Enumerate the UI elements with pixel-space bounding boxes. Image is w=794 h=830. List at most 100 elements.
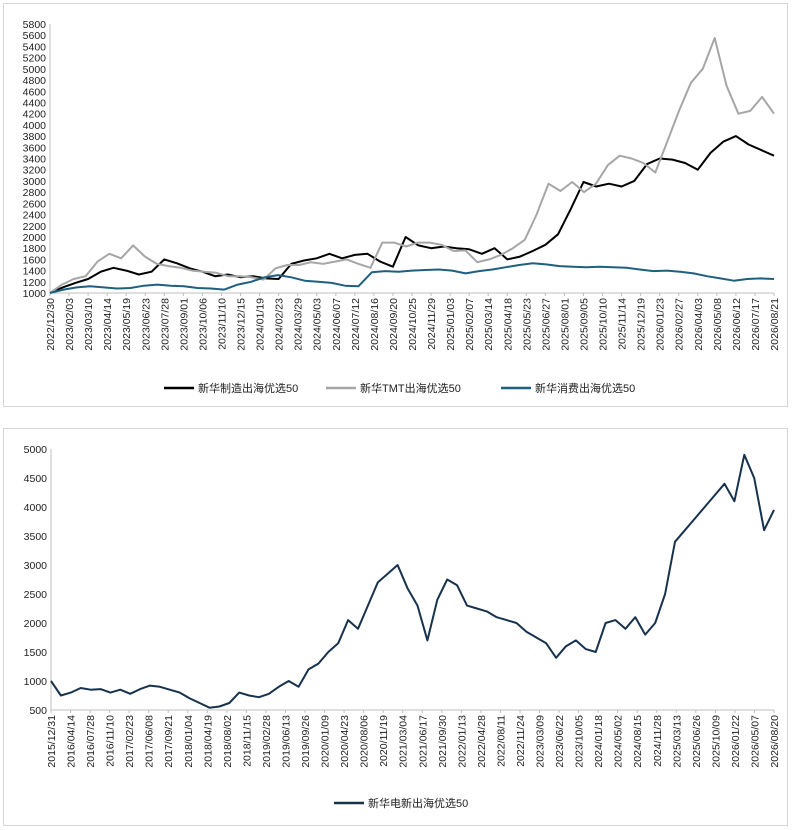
x-tick-label: 2025/06/26 — [691, 715, 703, 768]
y-tick-label: 3000 — [23, 176, 47, 188]
y-tick-label: 3500 — [24, 531, 48, 543]
x-tick-label: 2025/03/14 — [483, 298, 495, 351]
x-tick-label: 2018/01/04 — [183, 715, 195, 768]
x-tick-label: 2025/09/05 — [578, 298, 590, 351]
x-tick-label: 2026/01/23 — [655, 298, 667, 351]
x-tick-label: 2024/05/03 — [312, 298, 324, 351]
y-tick-label: 4800 — [23, 75, 47, 87]
y-tick-label: 5000 — [24, 444, 48, 456]
x-tick-label: 2023/04/14 — [102, 298, 114, 351]
series-line-1 — [49, 135, 775, 294]
x-tick-label: 2024/09/20 — [388, 298, 400, 351]
y-tick-label: 1200 — [23, 277, 47, 289]
y-tick-label: 1000 — [24, 676, 48, 688]
x-tick-label: 2026/08/21 — [769, 298, 781, 351]
y-tick-label: 4600 — [23, 86, 47, 98]
series-line-2 — [49, 37, 775, 294]
x-tick-label: 2022/12/30 — [45, 298, 57, 351]
x-tick-label: 2016/11/10 — [105, 715, 117, 767]
y-tick-label: 5000 — [23, 64, 47, 76]
line-chart-top: 1000120014001600180020002200240026002800… — [23, 19, 781, 395]
x-tick-label: 2020/11/19 — [378, 715, 390, 767]
y-tick-label: 4400 — [23, 97, 47, 109]
x-tick-label: 2026/05/08 — [712, 298, 724, 351]
x-tick-label: 2026/05/07 — [749, 715, 761, 768]
y-tick-label: 5200 — [23, 53, 47, 65]
y-tick-label: 2000 — [24, 618, 48, 630]
y-tick-label: 2500 — [24, 589, 48, 601]
x-tick-label: 2021/09/30 — [437, 715, 449, 768]
x-tick-label: 2020/01/09 — [320, 715, 332, 768]
series-line-3 — [49, 262, 775, 294]
x-tick-label: 2024/05/02 — [613, 715, 625, 768]
series-line-1 — [50, 453, 775, 709]
x-tick-label: 2022/11/24 — [515, 715, 527, 767]
x-tick-label: 2019/02/28 — [261, 715, 273, 768]
y-tick-label: 4000 — [23, 120, 47, 132]
y-tick-label: 1600 — [23, 254, 47, 266]
x-tick-label: 2023/12/15 — [236, 298, 248, 351]
y-tick-label: 1800 — [23, 243, 47, 255]
y-tick-label: 4000 — [24, 502, 48, 514]
x-tick-label: 2018/11/15 — [241, 715, 253, 767]
x-tick-label: 2016/04/14 — [66, 715, 78, 768]
x-tick-label: 2024/11/28 — [652, 715, 664, 767]
y-tick-label: 3800 — [23, 131, 47, 143]
x-tick-label: 2025/03/13 — [671, 715, 683, 768]
x-tick-label: 2025/01/03 — [445, 298, 457, 351]
line-chart-bottom: 500 1000 1500 2000 2500 3000 3500 4000 4500 5000 2… — [24, 444, 781, 810]
x-tick-label: 2024/03/29 — [293, 298, 305, 351]
y-tick-label: 1500 — [24, 647, 48, 659]
x-tick-label: 2024/11/29 — [426, 298, 438, 350]
chart-panel-top: 1000 1200 1400 1600 1800 2000 2200 2400 2600 2800… — [3, 3, 788, 407]
y-tick-label: 2400 — [23, 210, 47, 222]
x-tick-label: 2024/08/16 — [369, 298, 381, 351]
x-tick-label: 2023/09/01 — [178, 298, 190, 351]
x-tick-label: 2017/06/08 — [144, 715, 156, 768]
y-tick-label: 4500 — [24, 473, 48, 485]
y-tick-label: 500 — [29, 705, 47, 717]
x-tick-label: 2025/10/09 — [710, 715, 722, 768]
legend-label-1: 新华电新出海优选50 — [368, 796, 468, 810]
y-tick-label: 2600 — [23, 198, 47, 210]
y-tick-label: 1000 — [23, 288, 47, 300]
x-tick-label: 2023/11/10 — [216, 298, 228, 350]
x-tick-label: 2025/04/18 — [502, 298, 514, 351]
x-tick-label: 2023/05/19 — [121, 298, 133, 351]
y-tick-label: 1400 — [23, 266, 47, 278]
y-tick-label: 3000 — [24, 560, 48, 572]
x-tick-label: 2022/08/11 — [495, 715, 507, 767]
x-tick-label: 2022/01/13 — [456, 715, 468, 768]
x-tick-label: 2024/07/12 — [350, 298, 362, 351]
x-tick-label: 2024/08/15 — [632, 715, 644, 768]
x-tick-label: 2025/02/07 — [464, 298, 476, 351]
y-tick-label: 5400 — [23, 41, 47, 53]
legend-label-2: 新华TMT出海优选50 — [360, 381, 461, 395]
x-tick-label: 2026/02/27 — [674, 298, 686, 351]
y-tick-label: 2800 — [23, 187, 47, 199]
y-tick-label: 4200 — [23, 109, 47, 121]
y-tick-label: 5800 — [23, 19, 47, 31]
x-tick-label: 2023/06/23 — [140, 298, 152, 351]
x-tick-label: 2026/06/12 — [731, 298, 743, 351]
x-tick-label: 2025/05/23 — [521, 298, 533, 351]
x-tick-label: 2017/02/23 — [124, 715, 136, 768]
y-tick-label: 3600 — [23, 142, 47, 154]
x-tick-label: 2023/10/06 — [197, 298, 209, 351]
x-tick-label: 2024/01/19 — [255, 298, 267, 351]
x-tick-label: 2026/01/22 — [730, 715, 742, 768]
x-tick-label: 2023/06/22 — [554, 715, 566, 768]
y-tick-label: 3400 — [23, 154, 47, 166]
x-tick-label: 2026/04/03 — [693, 298, 705, 351]
x-tick-label: 2024/02/23 — [274, 298, 286, 351]
x-tick-label: 2024/06/07 — [331, 298, 343, 351]
x-tick-label: 2025/06/27 — [540, 298, 552, 351]
y-tick-label: 5600 — [23, 30, 47, 42]
legend-label-3: 新华消费出海优选50 — [535, 381, 635, 395]
x-tick-label: 2023/10/05 — [574, 715, 586, 768]
x-tick-label: 2024/01/18 — [593, 715, 605, 768]
x-tick-label: 2023/02/03 — [64, 298, 76, 351]
x-tick-label: 2025/08/01 — [559, 298, 571, 351]
x-tick-label: 2025/12/19 — [636, 298, 648, 351]
x-tick-label: 2021/06/17 — [417, 715, 429, 768]
